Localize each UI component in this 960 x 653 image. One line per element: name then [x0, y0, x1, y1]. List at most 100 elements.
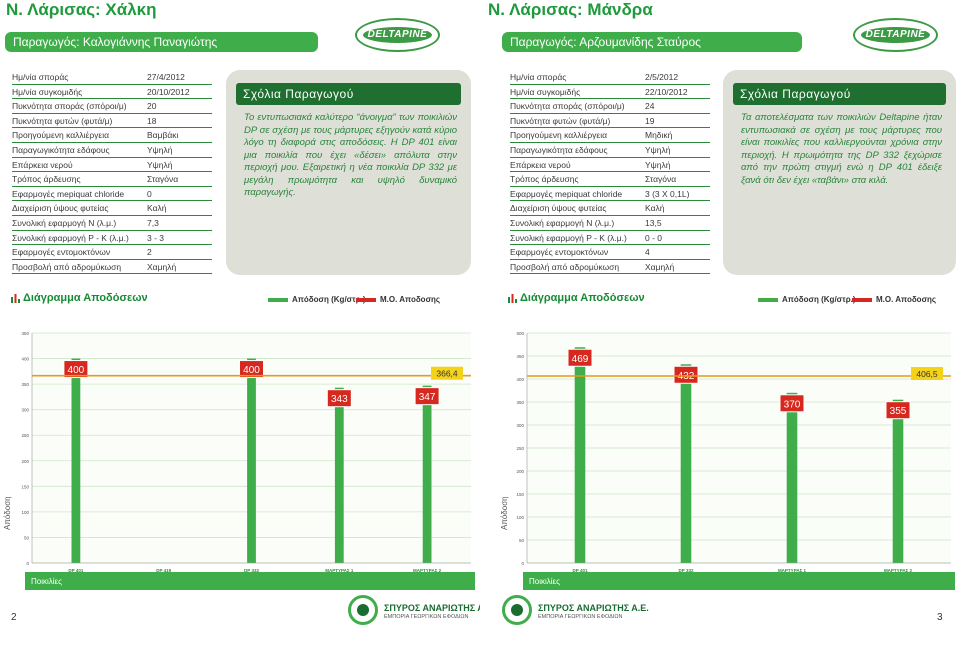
spec-label: Επάρκεια νερού [510, 159, 571, 170]
spec-label: Συνολική εφαρμογή N (λ.μ.) [510, 217, 615, 228]
average-label-box [911, 367, 943, 381]
producer-banner: Παραγωγός: Καλογιάννης Παναγιώτης [5, 32, 318, 52]
x-tick-label: DP 332 [679, 568, 694, 573]
spec-value: 20/10/2012 [147, 86, 190, 97]
spec-value: 27/4/2012 [147, 72, 185, 82]
average-label-box [431, 366, 463, 380]
spec-value: Υψηλή [645, 159, 671, 170]
y-tick-label: 250 [21, 433, 29, 438]
spec-row: Προηγούμενη καλλιέργεια Μηδική [510, 128, 710, 143]
spec-row: Διαχείριση ύψους φυτείας Καλή [12, 201, 212, 216]
yield-chart: 0 50 100 150 200 250 300 350 400 450 400 DP 401 DP 4… [21, 331, 471, 573]
comments-box: Σχόλια Παραγωγού Το εντυπωσιακά καλύτερο… [226, 70, 471, 275]
producer-banner: Παραγωγός: Αρζουμανίδης Σταύρος [502, 32, 802, 52]
spec-label: Διαχείριση ύψους φυτείας [12, 203, 109, 214]
spec-label: Πυκνότητα σποράς (σπόροι/μ) [12, 101, 127, 112]
spec-value: 22/10/2012 [645, 86, 688, 97]
y-tick-label: 400 [516, 377, 524, 382]
spec-value: 13,5 [645, 217, 662, 228]
bar [892, 399, 904, 563]
comments-text: Το εντυπωσιακά καλύτερο “άνοιγμα” των πο… [244, 112, 457, 198]
y-tick-label: 150 [21, 484, 29, 489]
legend-yield: Απόδοση (Kg/στρ.) [292, 295, 366, 304]
x-tick-label: DP 401 [68, 568, 83, 573]
spec-row: Ημ/νία συγκομιδής 22/10/2012 [510, 85, 710, 100]
spec-value: 2 [147, 247, 152, 258]
deltapine-logo: DELTAPINE [355, 18, 440, 52]
spec-label: Προηγούμενη καλλιέργεια [12, 130, 109, 141]
spec-label: Συνολική εφαρμογή P - K (λ.μ.) [12, 232, 129, 243]
company-name: ΣΠΥΡΟΣ ΑΝΑΡΙΩΤΗΣ Α.Ε. [538, 603, 649, 613]
spec-row: Ημ/νία σποράς 2/5/2012 [510, 70, 710, 85]
x-tick-label: DP 401 [573, 568, 588, 573]
company-logo: ΣΠΥΡΟΣ ΑΝΑΡΙΩΤΗΣ Α.Ε. ΕΜΠΟΡΙΑ ΓΕΩΡΓΙΚΩΝ … [348, 593, 480, 627]
spec-value: Σταγόνα [645, 174, 677, 185]
spec-value: 0 [147, 188, 152, 199]
spec-value: Υψηλή [147, 144, 173, 155]
spec-label: Εφαρμογές εντομοκτόνων [510, 247, 609, 258]
legend-avg-swatch [356, 298, 376, 302]
value-label-box [63, 360, 89, 379]
spec-value: Καλή [147, 203, 167, 214]
chart-bar-icon [11, 294, 20, 303]
spec-value: Καλή [645, 203, 665, 214]
spec-value: Υψηλή [645, 144, 671, 155]
varieties-label: Ποικιλίες [529, 577, 560, 586]
value-label-box [673, 365, 699, 384]
spec-value: Σταγόνα [147, 174, 179, 185]
x-tick-label: ΜΑΡΤΥΡΑΣ 1 [778, 568, 807, 573]
spec-row: Συνολική εφαρμογή N (λ.μ.) 7,3 [12, 216, 212, 231]
value-label: 343 [331, 394, 348, 405]
spec-label: Ημ/νία σποράς [510, 72, 567, 82]
y-tick-label: 500 [516, 331, 524, 336]
y-tick-label: 0 [26, 561, 29, 566]
spec-label: Προσβολή από αδρομύκωση [12, 261, 122, 272]
y-axis-label: Απόδοση [3, 496, 12, 530]
spec-label: Εφαρμογές mepiquat chloride [12, 188, 125, 199]
spec-value: Μηδική [645, 130, 673, 141]
spec-row: Τρόπος άρδευσης Σταγόνα [510, 172, 710, 187]
spec-label: Προηγούμενη καλλιέργεια [510, 130, 607, 141]
value-label-box [567, 348, 593, 367]
value-label: 370 [784, 399, 801, 410]
page-number: 2 [11, 612, 17, 623]
spec-row: Πυκνότητα φυτών (φυτά/μ) 18 [12, 114, 212, 129]
legend-yield-swatch [758, 298, 778, 302]
legend-avg-swatch [852, 298, 872, 302]
spec-label: Παραγωγικότητα εδάφους [510, 144, 608, 155]
y-tick-label: 450 [516, 354, 524, 359]
spec-value: 7,3 [147, 217, 159, 228]
company-name: ΣΠΥΡΟΣ ΑΝΑΡΙΩΤΗΣ Α.Ε. [384, 603, 480, 613]
average-label: 366,4 [436, 369, 458, 379]
y-tick-label: 250 [516, 446, 524, 451]
spec-label: Επάρκεια νερού [12, 159, 73, 170]
page-title: Ν. Λάρισας: Μάνδρα [488, 0, 653, 19]
spec-label: Συνολική εφαρμογή P - K (λ.μ.) [510, 232, 627, 243]
bar [71, 358, 81, 563]
y-tick-label: 300 [516, 423, 524, 428]
diagram-title: Διάγραμμα Αποδόσεων [23, 292, 148, 304]
y-tick-label: 300 [21, 408, 29, 413]
average-label: 406,5 [916, 369, 938, 379]
spec-label: Εφαρμογές εντομοκτόνων [12, 247, 111, 258]
spec-label: Ημ/νία συγκομιδής [12, 86, 83, 97]
y-tick-label: 50 [519, 538, 525, 543]
company-subtitle: ΕΜΠΟΡΙΑ ΓΕΩΡΓΙΚΩΝ ΕΦΟΔΙΩΝ [538, 614, 623, 620]
x-tick-label: ΜΑΡΤΥΡΑΣ 2 [413, 568, 442, 573]
value-label: 400 [68, 365, 85, 376]
y-tick-label: 0 [521, 561, 524, 566]
spec-value: 0 - 0 [645, 232, 663, 243]
yield-chart: 0 50 100 150 200 250 300 350 400 450 500 469 DP 401 4… [516, 331, 951, 573]
x-tick-label: ΜΑΡΤΥΡΑΣ 1 [325, 568, 354, 573]
legend-avg: Μ.Ο. Αποδοσης [380, 295, 441, 304]
legend-avg: Μ.Ο. Αποδοσης [876, 295, 937, 304]
spec-value: Χαμηλή [147, 261, 177, 272]
spec-row: Προσβολή από αδρομύκωση Χαμηλή [12, 260, 212, 275]
comments-title: Σχόλια Παραγωγού [236, 83, 461, 105]
spec-label: Πυκνότητα φυτών (φυτά/μ) [12, 115, 113, 126]
y-tick-label: 400 [21, 357, 29, 362]
spec-row: Επάρκεια νερού Υψηλή [12, 158, 212, 173]
spec-value: 24 [645, 101, 655, 112]
y-axis-label: Απόδοση [500, 496, 509, 530]
y-tick-label: 100 [21, 510, 29, 515]
